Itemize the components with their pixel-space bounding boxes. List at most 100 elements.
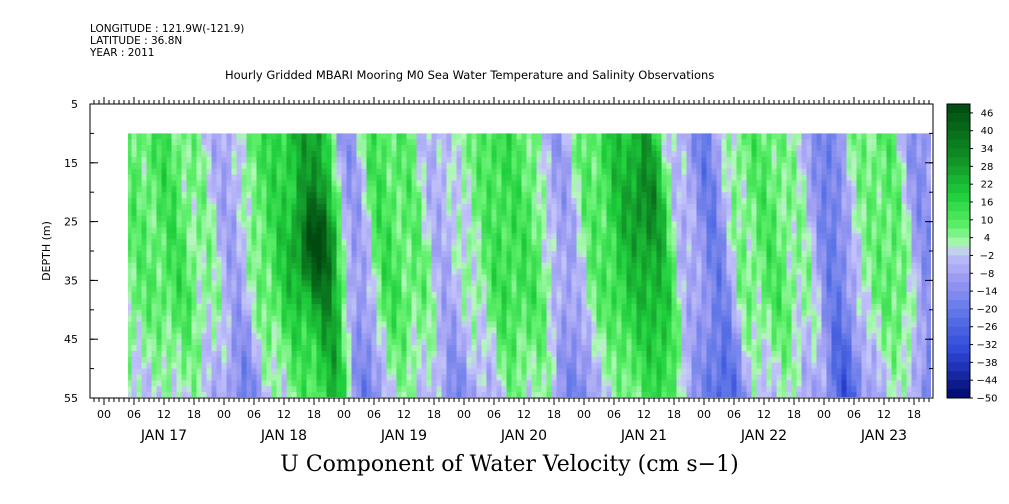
heatmap-cell: [151, 156, 158, 164]
heatmap-cell: [451, 245, 458, 252]
heatmap-cell: [301, 145, 308, 152]
heatmap-cell: [261, 233, 268, 240]
heatmap-cell: [571, 374, 578, 381]
heatmap-cell: [166, 339, 173, 346]
heatmap-cell: [361, 309, 368, 317]
heatmap-cell: [616, 268, 623, 276]
heatmap-cell: [396, 198, 403, 205]
heatmap-cell: [486, 368, 493, 376]
heatmap-cell: [581, 321, 588, 329]
heatmap-cell: [381, 386, 388, 393]
heatmap-cell: [346, 186, 353, 193]
heatmap-cell: [326, 303, 333, 311]
heatmap-cell: [296, 233, 303, 240]
heatmap-cell: [536, 321, 543, 329]
heatmap-cell: [171, 274, 178, 281]
heatmap-cell: [136, 192, 143, 199]
heatmap-cell: [581, 309, 588, 317]
heatmap-cell: [326, 386, 333, 393]
heatmap-cell: [221, 386, 228, 393]
heatmap-cell: [141, 303, 148, 311]
heatmap-cell: [321, 186, 328, 193]
heatmap-cell: [396, 133, 403, 140]
heatmap-cell: [291, 151, 298, 158]
heatmap-cell: [481, 245, 488, 252]
heatmap-cell: [216, 239, 223, 246]
heatmap-cell: [141, 156, 148, 164]
heatmap-cell: [276, 368, 283, 376]
heatmap-cell: [261, 309, 268, 317]
heatmap-cell: [396, 174, 403, 182]
heatmap-cell: [491, 145, 498, 152]
heatmap-cell: [571, 274, 578, 281]
heatmap-cell: [216, 280, 223, 287]
heatmap-cell: [221, 303, 228, 311]
heatmap-cell: [376, 209, 383, 217]
heatmap-cell: [671, 221, 678, 229]
heatmap-cell: [301, 327, 308, 334]
heatmap-cell: [301, 368, 308, 376]
heatmap-cell: [201, 321, 208, 329]
heatmap-cell: [531, 380, 538, 387]
heatmap-cell: [461, 239, 468, 246]
heatmap-cell: [251, 286, 258, 293]
heatmap-cell: [206, 286, 213, 293]
heatmap-cell: [216, 374, 223, 381]
heatmap-cell: [511, 356, 518, 364]
heatmap-cell: [336, 303, 343, 311]
heatmap-cell: [366, 203, 373, 211]
heatmap-cell: [421, 186, 428, 193]
heatmap-cell: [256, 203, 263, 211]
heatmap-cell: [486, 268, 493, 276]
heatmap-cell: [191, 315, 198, 323]
heatmap-cell: [171, 380, 178, 387]
heatmap-cell: [611, 327, 618, 334]
heatmap-cell: [296, 292, 303, 299]
heatmap-cell: [516, 315, 523, 323]
heatmap-cell: [671, 333, 678, 340]
heatmap-cell: [606, 339, 613, 346]
heatmap-cell: [591, 268, 598, 276]
heatmap-cell: [301, 168, 308, 176]
heatmap-cell: [376, 280, 383, 287]
heatmap-cell: [361, 180, 368, 187]
heatmap-cell: [231, 350, 238, 358]
heatmap-cell: [391, 333, 398, 340]
heatmap-cell: [611, 315, 618, 323]
heatmap-cell: [196, 221, 203, 229]
heatmap-cell: [211, 309, 218, 317]
heatmap-cell: [476, 256, 483, 264]
heatmap-cell: [128, 239, 133, 246]
heatmap-cell: [136, 245, 143, 252]
heatmap-cell: [141, 339, 148, 346]
heatmap-cell: [226, 209, 233, 217]
heatmap-cell: [261, 380, 268, 387]
heatmap-cell: [516, 215, 523, 223]
heatmap-cell: [351, 192, 358, 199]
heatmap-cell: [191, 180, 198, 187]
heatmap-cell: [461, 162, 468, 170]
heatmap-cell: [451, 321, 458, 329]
heatmap-cell: [361, 321, 368, 329]
heatmap-cell: [311, 274, 318, 281]
heatmap-cell: [371, 251, 378, 258]
heatmap-cell: [261, 303, 268, 311]
heatmap-cell: [431, 168, 438, 176]
heatmap-cell: [376, 268, 383, 276]
heatmap-cell: [246, 292, 253, 299]
heatmap-cell: [356, 333, 363, 340]
heatmap-cell: [201, 168, 208, 176]
heatmap-cell: [561, 303, 568, 311]
heatmap-cell: [626, 245, 633, 252]
heatmap-cell: [501, 251, 508, 258]
heatmap-cell: [591, 327, 598, 334]
heatmap-cell: [646, 303, 653, 311]
heatmap-cell: [406, 162, 413, 170]
heatmap-cell: [581, 133, 588, 140]
heatmap-cell: [366, 198, 373, 205]
heatmap-cell: [246, 333, 253, 340]
heatmap-cell: [521, 133, 528, 140]
heatmap-cell: [231, 292, 238, 299]
heatmap-cell: [466, 345, 473, 352]
heatmap-cell: [441, 256, 448, 264]
